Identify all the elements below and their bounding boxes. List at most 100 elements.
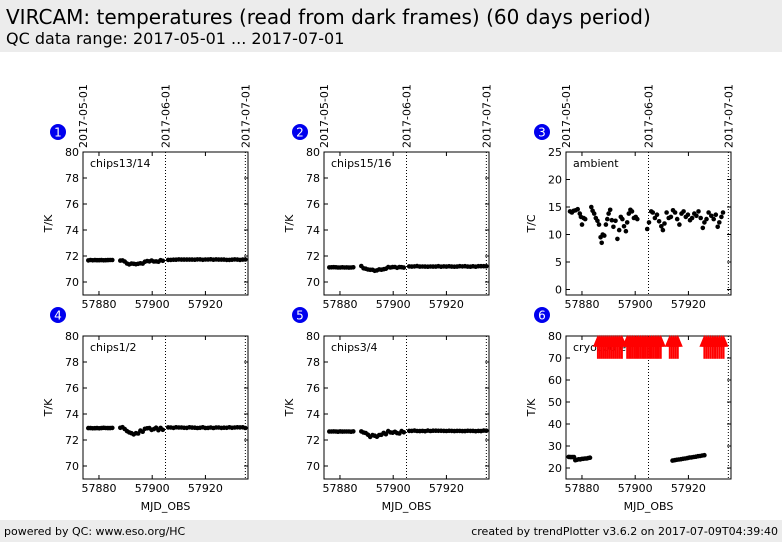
y-tick-label: 0 (555, 284, 562, 297)
data-point (484, 428, 489, 434)
y-tick-label: 60 (548, 374, 562, 387)
x-tick-label: 57920 (429, 482, 464, 495)
x-tick-label: 57920 (188, 482, 223, 495)
data-point (351, 265, 356, 270)
data-point (621, 224, 627, 229)
panel-number: 2 (296, 126, 304, 140)
x-tick-label: 57880 (322, 298, 357, 311)
data-point (575, 206, 580, 212)
off-scale-arrow (672, 334, 683, 347)
footer-credit: powered by QC: www.eso.org/HC (4, 525, 186, 538)
data-point (702, 452, 707, 458)
x-axis-label: MJD_OBS (382, 500, 432, 513)
panel-number-badge (534, 124, 550, 140)
panel-number: 1 (54, 126, 62, 140)
data-point (606, 211, 611, 216)
x-tick-label: 57900 (135, 298, 170, 311)
plot-frame (323, 335, 490, 480)
series-label: chips15/16 (331, 157, 392, 170)
y-tick-label: 80 (306, 330, 320, 343)
x-tick-label: 57880 (564, 482, 599, 495)
data-point (596, 222, 602, 227)
page-title: VIRCAM: temperatures (read from dark fra… (6, 5, 651, 29)
data-point (635, 216, 640, 222)
data-point (624, 220, 630, 225)
date-tick-label: 2017-07-01 (239, 84, 252, 148)
data-point (401, 265, 407, 270)
data-point (694, 213, 699, 219)
date-tick-label: 2017-07-01 (480, 84, 493, 148)
y-tick-label: 70 (65, 276, 79, 289)
data-point (613, 218, 618, 224)
panel-number: 6 (538, 309, 546, 323)
data-point (650, 210, 656, 215)
y-tick-label: 80 (548, 330, 562, 343)
data-point (715, 224, 720, 230)
data-point (660, 227, 666, 233)
y-tick-label: 10 (548, 229, 562, 242)
data-point (720, 210, 726, 215)
data-point (605, 216, 610, 222)
plot-frame (565, 151, 732, 296)
data-point (659, 224, 664, 229)
data-point (611, 224, 616, 230)
x-tick-label: 57920 (671, 482, 706, 495)
data-point (668, 214, 674, 220)
date-tick-label: 2017-05-01 (77, 84, 90, 148)
data-point (656, 219, 662, 224)
panel-number-badge (50, 124, 66, 140)
x-tick-label: 57900 (376, 298, 411, 311)
y-axis-label: T/K (283, 214, 296, 233)
data-point (677, 222, 682, 227)
data-point (706, 210, 711, 215)
x-tick-label: 57900 (376, 482, 411, 495)
data-point (626, 211, 632, 216)
date-tick-label: 2017-06-01 (643, 84, 656, 148)
off-scale-arrow (718, 334, 729, 347)
x-tick-label: 57880 (564, 298, 599, 311)
y-tick-label: 70 (306, 460, 320, 473)
y-tick-label: 74 (65, 408, 79, 421)
y-tick-label: 72 (306, 434, 320, 447)
date-tick-label: 2017-05-01 (560, 84, 573, 148)
data-point (646, 220, 652, 225)
date-tick-label: 2017-06-01 (401, 84, 414, 148)
data-point (595, 218, 600, 224)
data-point (654, 212, 660, 217)
data-point (602, 233, 607, 238)
data-point (664, 210, 669, 215)
data-point (589, 204, 594, 210)
data-point (711, 216, 716, 222)
date-tick-label: 2017-07-01 (722, 84, 735, 148)
x-tick-label: 57920 (671, 298, 706, 311)
data-point (672, 210, 678, 215)
x-tick-label: 57920 (188, 298, 223, 311)
plot-frame (82, 151, 249, 296)
y-tick-label: 20 (548, 462, 562, 475)
y-axis-label: T/K (42, 214, 55, 233)
y-tick-label: 74 (65, 224, 79, 237)
panel-number-badge (50, 307, 66, 323)
y-tick-label: 76 (306, 382, 320, 395)
y-tick-label: 50 (548, 396, 562, 409)
panel-5: 5 70 72 74 76 78 80 57880 57900 57920 T/K MJD_OBS ch… (283, 307, 490, 513)
y-axis-label: T/K (283, 398, 296, 417)
data-point (623, 228, 629, 234)
y-tick-label: 74 (306, 408, 320, 421)
data-point (629, 209, 635, 214)
data-point (243, 257, 248, 262)
data-point (713, 212, 719, 217)
panel-number-badge (292, 124, 308, 140)
x-tick-label: 57880 (81, 298, 116, 311)
footer-band: powered by QC: www.eso.org/HC created by… (0, 520, 782, 542)
data-point (685, 212, 691, 217)
x-tick-label: 57880 (322, 482, 357, 495)
y-tick-label: 72 (65, 250, 79, 263)
data-point (662, 221, 667, 226)
x-axis-label: MJD_OBS (141, 500, 191, 513)
y-tick-label: 70 (306, 276, 320, 289)
data-point (603, 222, 609, 227)
y-tick-label: 70 (548, 352, 562, 365)
y-tick-label: 78 (306, 172, 320, 185)
